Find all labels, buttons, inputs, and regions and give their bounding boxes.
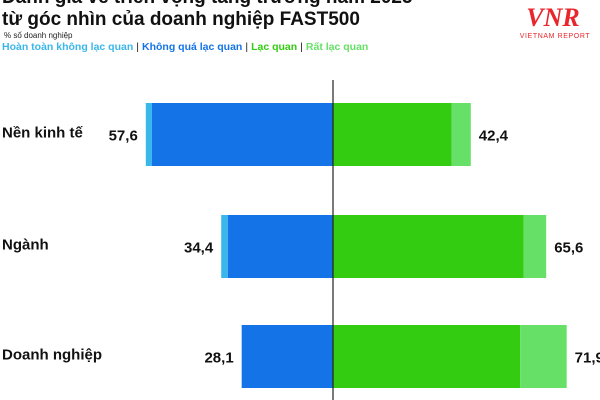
bar-khong-qua-lac-quan-nganh (227, 215, 333, 278)
chart-subtitle: % số doanh nghiệp (4, 31, 73, 40)
vietnam-report-logo: VNR VIETNAM REPORT (520, 3, 591, 40)
category-label-doanh-nghiep: Doanh nghiệp (2, 347, 102, 364)
bar-lac-quan-nen-kinh-te (333, 103, 452, 166)
bar-khong-qua-lac-quan-nen-kinh-te (151, 103, 333, 166)
right-total-label-doanh-nghiep: 71,9 (575, 350, 600, 367)
right-total-label-nganh: 65,6 (554, 240, 583, 257)
bar-rat-lac-quan-nen-kinh-te (451, 103, 471, 166)
logo-mark: VNR (526, 3, 579, 32)
category-label-nen-kinh-te: Nền kinh tế (2, 125, 84, 142)
left-total-label-nganh: 34,4 (184, 240, 214, 257)
legend-item-hoan-toan-khong-lac-quan: Hoàn toàn không lạc quan (2, 41, 134, 53)
legend: Hoàn toàn không lạc quan | Không quá lạc q… (2, 41, 369, 53)
bar-rat-lac-quan-nganh (523, 215, 547, 278)
chart-title-line-2: từ góc nhìn của doanh nghiệp FAST500 (2, 9, 360, 30)
bar-hoan-toan-khong-lac-quan-nen-kinh-te (145, 103, 152, 166)
bar-lac-quan-nganh (333, 215, 524, 278)
category-label-nganh: Ngành (2, 237, 49, 254)
left-total-label-nen-kinh-te: 57,6 (109, 128, 138, 145)
right-total-label-nen-kinh-te: 42,4 (479, 128, 509, 145)
bar-khong-qua-lac-quan-doanh-nghiep (241, 325, 333, 388)
legend-item-rat-lac-quan: Rất lạc quan (305, 41, 369, 53)
left-total-label-doanh-nghiep: 28,1 (204, 350, 233, 367)
legend-item-khong-qua-lac-quan: Không quá lạc quan (142, 41, 243, 53)
bar-hoan-toan-khong-lac-quan-nganh (221, 215, 228, 278)
chart-title-line-1: Đánh giá về triển vọng tăng trưởng năm 2… (2, 0, 413, 9)
logo-text: VIETNAM REPORT (520, 33, 591, 40)
legend-item-lac-quan: Lạc quan (251, 41, 298, 53)
bar-lac-quan-doanh-nghiep (333, 325, 521, 388)
bar-rat-lac-quan-doanh-nghiep (520, 325, 567, 388)
